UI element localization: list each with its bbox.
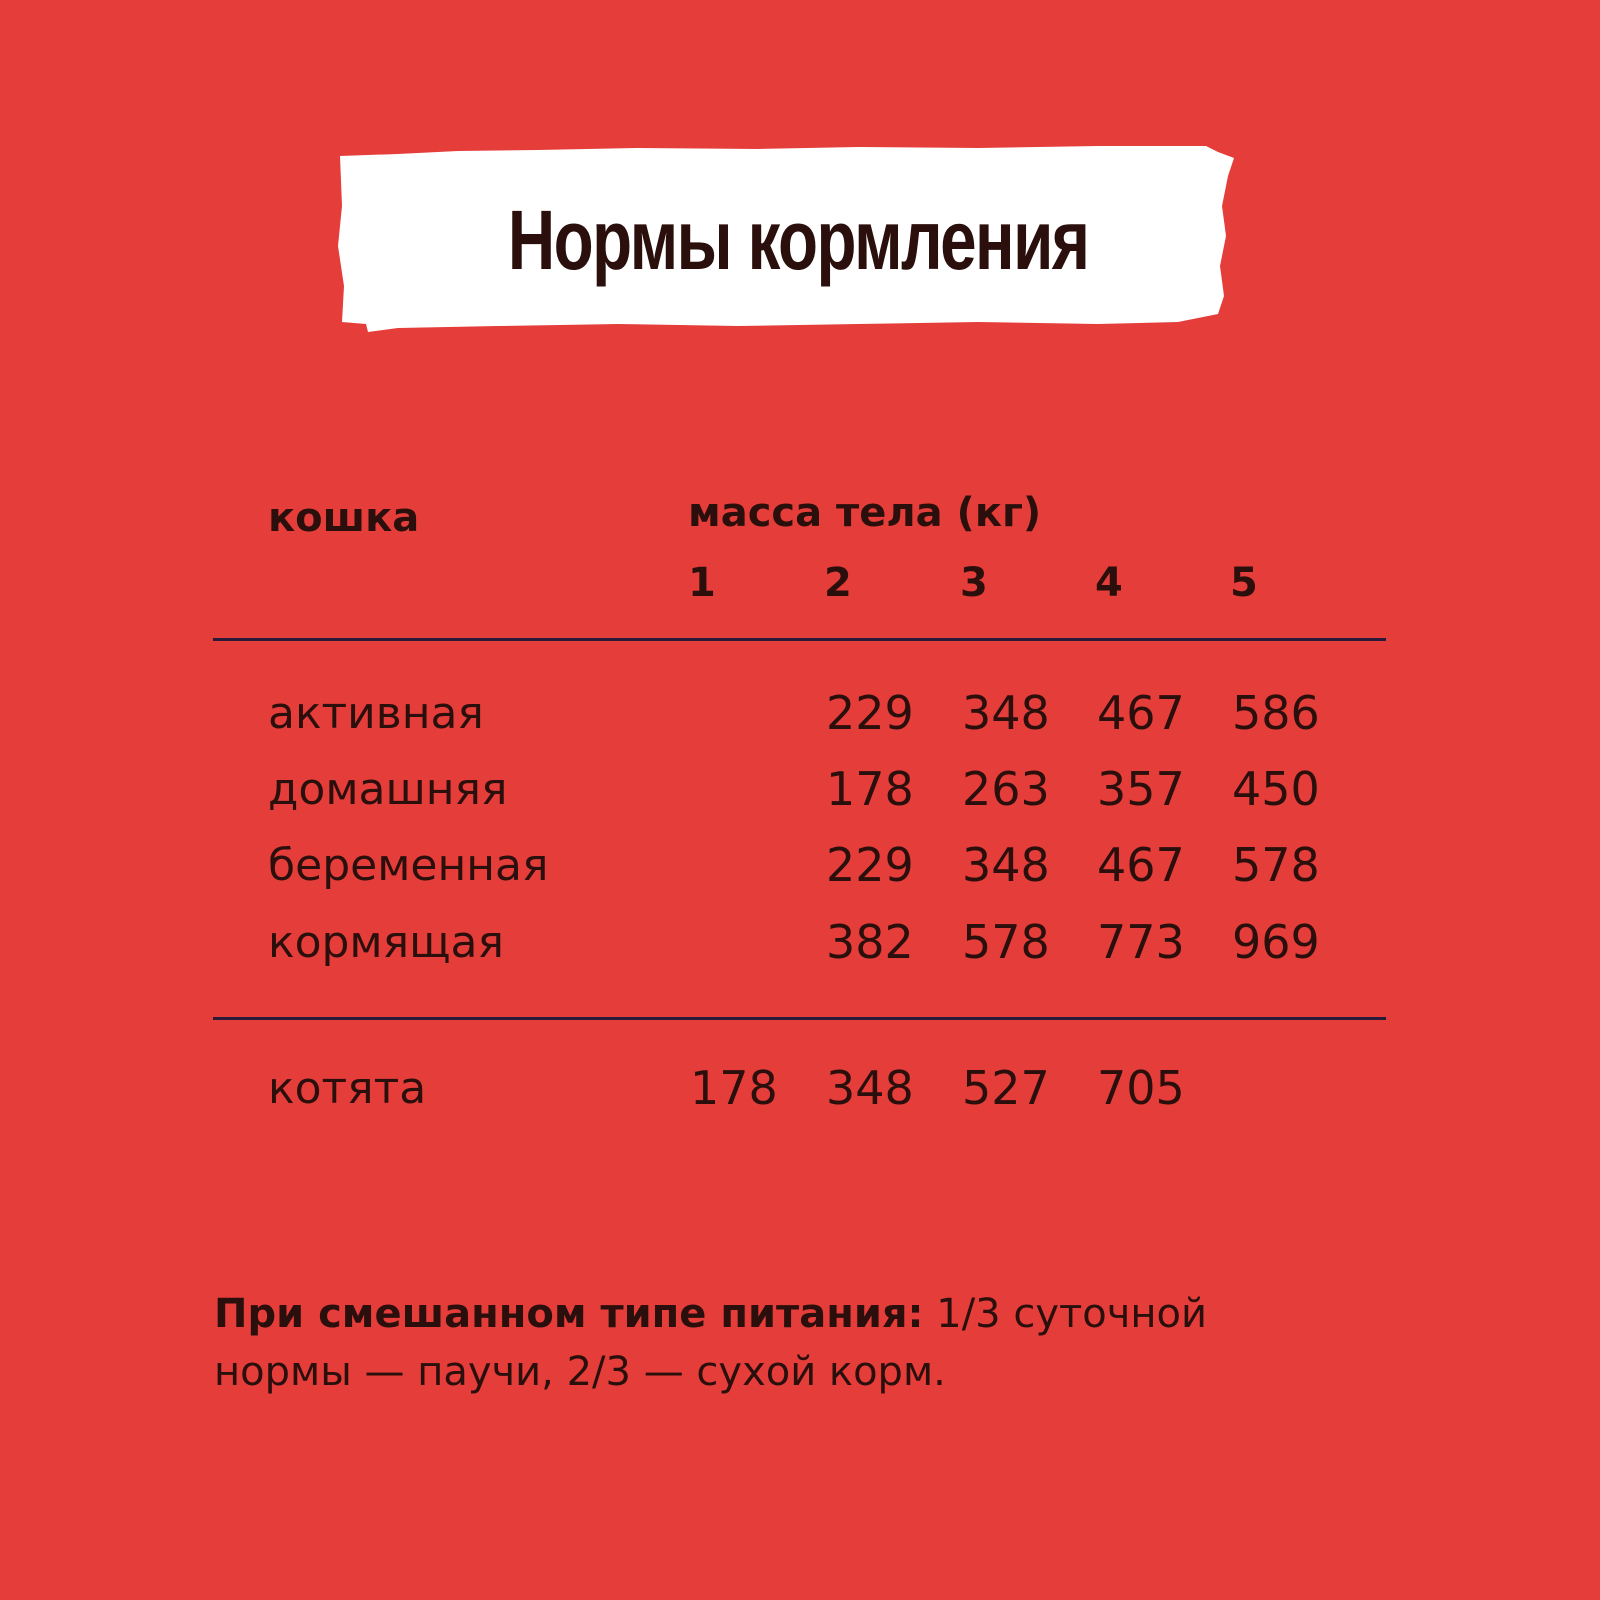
column-header: 3 — [960, 560, 988, 606]
footnote-line1: 1/3 суточной — [923, 1291, 1208, 1337]
table-cell: 467 — [1097, 686, 1185, 740]
table-cell: 178 — [826, 762, 914, 816]
table-cell: 578 — [962, 915, 1050, 969]
table-cell: 348 — [962, 686, 1050, 740]
page-title-text: Нормы кормления — [507, 192, 1090, 287]
row-label: кормящая — [268, 917, 504, 968]
table-cell: 263 — [962, 762, 1050, 816]
row-label: домашняя — [268, 764, 508, 815]
table-cell: 229 — [826, 838, 914, 892]
page-title: Нормы кормления — [338, 146, 1258, 334]
table-cell: 586 — [1232, 686, 1320, 740]
column-header: 2 — [824, 560, 852, 606]
title-banner-brush — [338, 146, 1234, 332]
table-cell: 348 — [826, 1061, 914, 1115]
footnote: При смешанном типе питания: 1/3 суточной… — [214, 1285, 1207, 1401]
row-label: котята — [268, 1063, 427, 1114]
table-cell: 578 — [1232, 838, 1320, 892]
table-cell: 969 — [1232, 915, 1320, 969]
column-header: 5 — [1230, 560, 1258, 606]
footnote-bold: При смешанном типе питания: — [214, 1291, 924, 1337]
table-cell: 705 — [1097, 1061, 1185, 1115]
column-header: 4 — [1095, 560, 1123, 606]
column-header: 1 — [688, 560, 716, 606]
kittens-divider — [213, 1017, 1386, 1020]
row-header: кошка — [268, 495, 420, 541]
header-divider — [213, 638, 1386, 641]
footnote-line2: нормы — паучи, 2/3 — сухой корм. — [214, 1349, 946, 1395]
table-cell: 382 — [826, 915, 914, 969]
column-group-header: масса тела (кг) — [688, 490, 1042, 536]
row-label: беременная — [268, 840, 549, 891]
table-cell: 348 — [962, 838, 1050, 892]
table-cell: 450 — [1232, 762, 1320, 816]
table-cell: 229 — [826, 686, 914, 740]
table-cell: 178 — [690, 1061, 778, 1115]
row-label: активная — [268, 688, 484, 739]
table-cell: 773 — [1097, 915, 1185, 969]
table-cell: 357 — [1097, 762, 1185, 816]
table-cell: 467 — [1097, 838, 1185, 892]
table-cell: 527 — [962, 1061, 1050, 1115]
